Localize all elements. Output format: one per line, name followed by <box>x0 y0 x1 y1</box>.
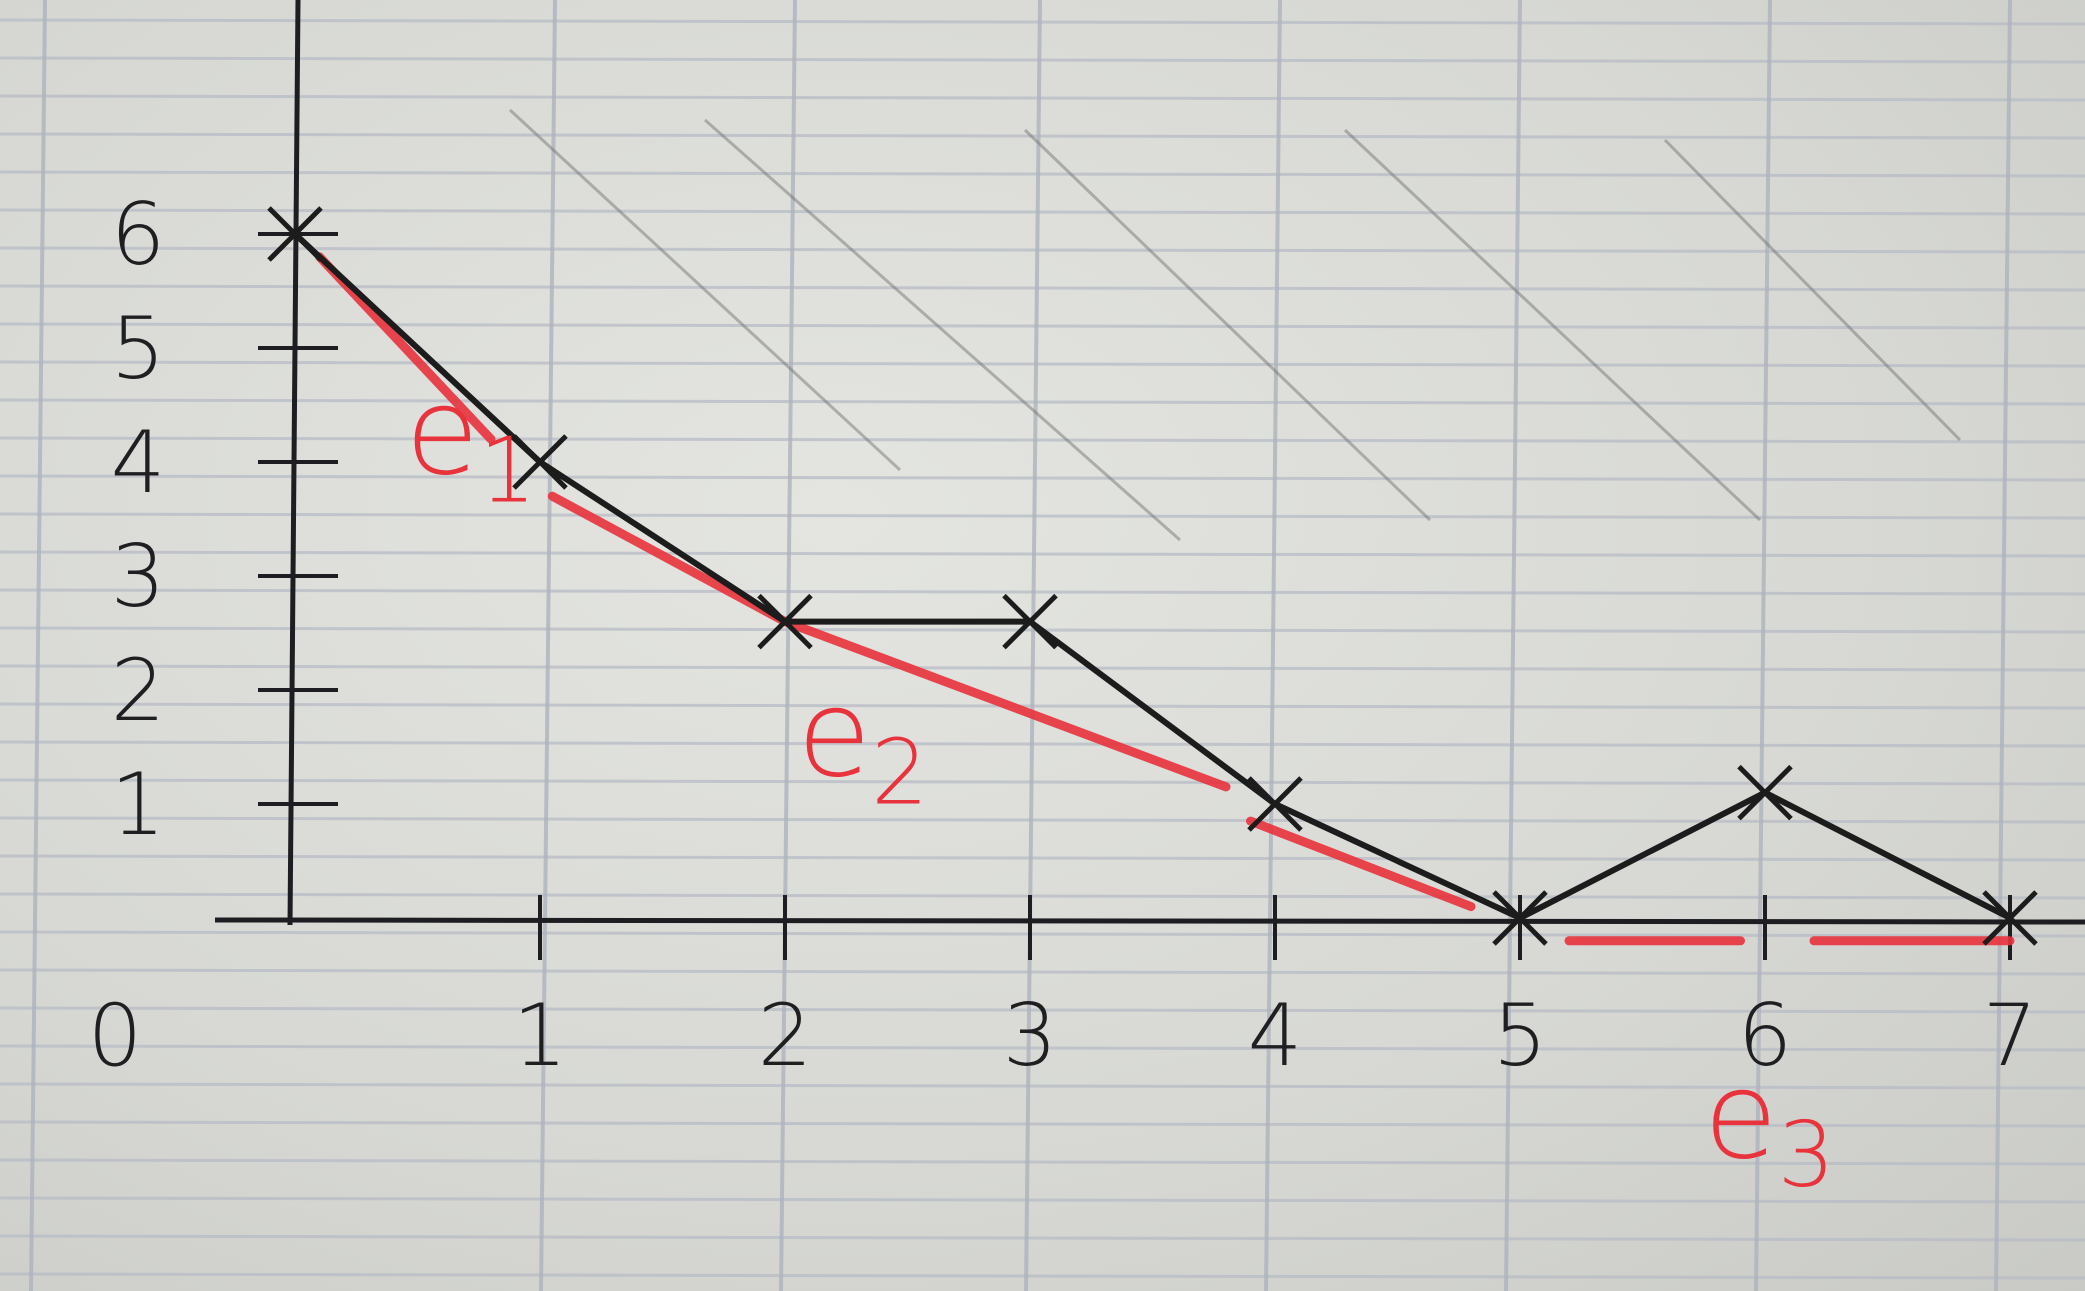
paper-horizontal-line <box>0 360 2085 368</box>
paper-vertical-line <box>1024 0 1042 1291</box>
x-tick-labels: 0 1 2 3 4 5 6 7 <box>88 895 2038 1086</box>
paper-horizontal-line <box>0 246 2085 254</box>
paper-horizontal-line <box>0 1196 2085 1204</box>
paper-horizontal-line <box>0 208 2085 216</box>
data-point-marker <box>1492 890 1548 946</box>
marker-stroke <box>757 593 813 650</box>
paper-horizontal-line <box>0 550 2085 558</box>
data-point-marker <box>512 434 568 490</box>
paper-horizontal-line <box>0 1272 2085 1280</box>
y-tick-label: 2 <box>111 641 166 741</box>
paper-horizontal-line <box>0 132 2085 140</box>
hatch-line <box>1663 138 1962 442</box>
paper-vertical-line <box>1994 0 2012 1291</box>
paper-vertical-line <box>1264 0 1282 1291</box>
paper-horizontal-line <box>0 56 2085 64</box>
paper-horizontal-line <box>0 664 2085 672</box>
data-point-marker <box>757 593 813 650</box>
paper-horizontal-line <box>0 170 2085 178</box>
x-tick-label: 4 <box>1248 986 1303 1086</box>
y-tick-label: 4 <box>111 413 166 513</box>
annotation-label-e2: e2 <box>797 666 928 826</box>
paper-vertical-line <box>29 0 47 1291</box>
annotation-subscript: 3 <box>1778 1102 1835 1207</box>
red-envelope <box>315 252 2015 946</box>
paper-horizontal-line <box>0 284 2085 292</box>
hatch-line <box>1343 128 1762 522</box>
paper-vertical-line <box>779 0 797 1291</box>
paper-horizontal-line <box>0 18 2085 26</box>
annotation-subscript: 1 <box>479 418 536 523</box>
data-point-marker <box>1982 890 2038 946</box>
x-tick-label: 3 <box>1003 986 1058 1086</box>
y-tick-labels: 1 2 3 4 5 6 <box>111 185 338 855</box>
paper-horizontal-line <box>0 474 2085 482</box>
x-tick-label: 6 <box>1738 986 1793 1086</box>
paper-horizontal-line <box>0 436 2085 444</box>
marker-stroke <box>267 206 323 262</box>
annotation-label-e3: e3 <box>1704 1047 1835 1207</box>
x-tick-label: 5 <box>1493 986 1548 1086</box>
marker-stroke <box>1982 890 2038 946</box>
series-line-path <box>292 231 2012 921</box>
paper-horizontal-line <box>0 588 2085 596</box>
paper-horizontal-line <box>0 816 2085 824</box>
y-tick-label: 3 <box>111 527 166 627</box>
paper-horizontal-line <box>0 740 2085 748</box>
data-point-marker <box>267 206 323 262</box>
hatch-line <box>1023 128 1432 522</box>
series-line <box>267 206 2038 946</box>
paper-horizontal-line <box>0 702 2085 710</box>
paper-vertical-line <box>1504 0 1522 1291</box>
y-tick-label: 6 <box>111 185 166 285</box>
paper-horizontal-line <box>0 1082 2085 1090</box>
hatch-line <box>704 118 1181 542</box>
paper-horizontal-line <box>0 94 2085 102</box>
annotation-subscript: 2 <box>871 721 928 826</box>
annotation-main: e <box>797 666 871 805</box>
data-point-marker <box>1002 593 1058 650</box>
annotation-label-e1: e1 <box>405 363 536 523</box>
marker-stroke <box>512 434 568 490</box>
x-tick-label: 1 <box>513 986 568 1086</box>
marker-stroke <box>1002 593 1058 650</box>
x-tick-label: 0 <box>88 986 143 1086</box>
data-point-marker <box>1737 764 1793 821</box>
paper-vertical-line <box>1754 0 1772 1291</box>
marker-stroke <box>1492 890 1548 946</box>
diagonal-hatching <box>508 108 1962 542</box>
paper-horizontal-line <box>0 968 2085 976</box>
paper-horizontal-line <box>0 1234 2085 1242</box>
paper-horizontal-line <box>0 398 2085 406</box>
paper-horizontal-line <box>0 778 2085 786</box>
x-axis-line <box>214 917 2085 925</box>
y-tick-label: 1 <box>111 755 166 855</box>
paper-horizontal-line <box>0 1044 2085 1052</box>
paper-horizontal-line <box>0 322 2085 330</box>
paper-horizontal-line <box>0 930 2085 938</box>
data-point-marker <box>1247 776 1303 832</box>
y-tick-label: 5 <box>111 299 166 399</box>
paper-horizontal-line <box>0 512 2085 520</box>
x-tick-label: 7 <box>1983 986 2038 1086</box>
paper-horizontal-line <box>0 1120 2085 1128</box>
paper-horizontal-line <box>0 854 2085 862</box>
marker-stroke <box>1247 776 1303 832</box>
x-tick-label: 2 <box>758 986 813 1086</box>
annotation-main: e <box>1704 1047 1778 1186</box>
paper-horizontal-line <box>0 892 2085 900</box>
paper-horizontal-line <box>0 1006 2085 1014</box>
marker-stroke <box>1737 764 1793 821</box>
envelope-segment-e2 <box>1246 816 1476 912</box>
annotation-main: e <box>405 363 479 502</box>
paper-vertical-line <box>539 0 557 1291</box>
paper-horizontal-line <box>0 1158 2085 1166</box>
hatch-line <box>508 108 902 472</box>
